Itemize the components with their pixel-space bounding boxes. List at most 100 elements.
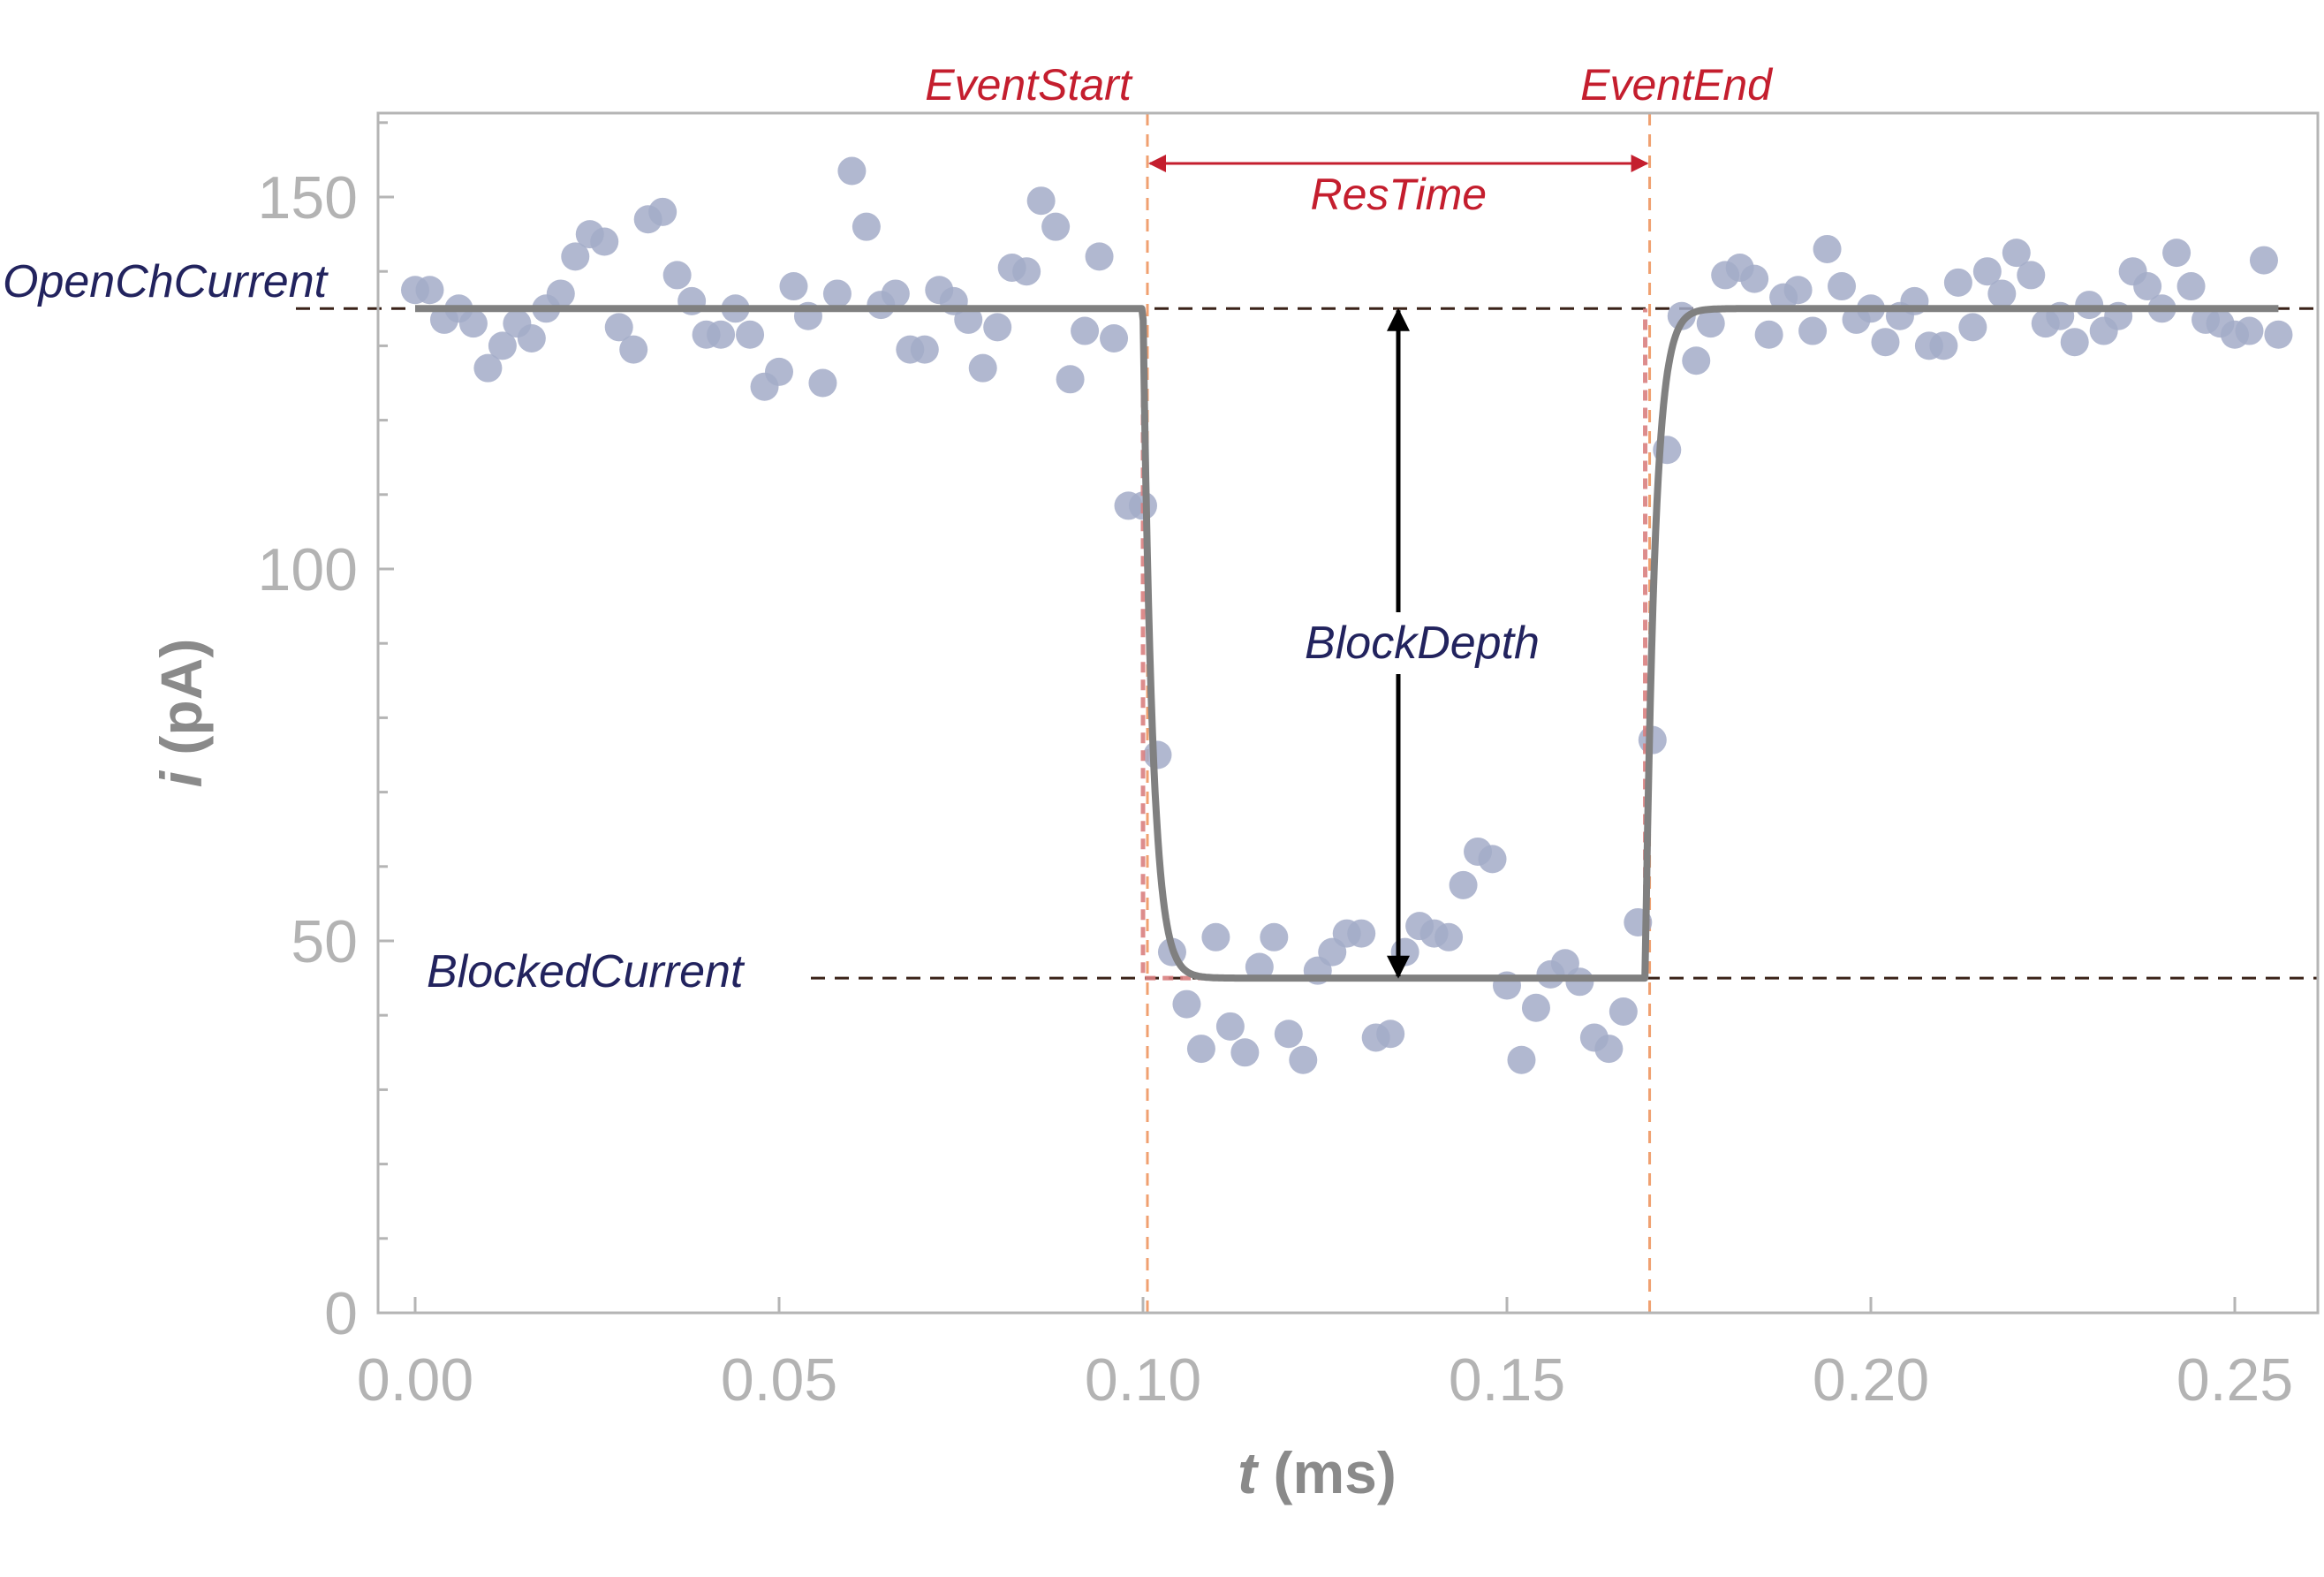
event-end-label: EventEnd xyxy=(1580,60,1774,110)
data-point xyxy=(488,331,517,360)
data-point xyxy=(968,353,997,383)
data-point xyxy=(2002,239,2031,268)
data-point xyxy=(808,368,837,398)
data-point xyxy=(546,279,575,308)
data-point xyxy=(1740,264,1769,293)
data-point xyxy=(2075,291,2104,320)
data-point xyxy=(1609,997,1638,1026)
data-point xyxy=(822,279,852,308)
data-point xyxy=(648,197,678,226)
data-point xyxy=(1943,268,1972,297)
x-tick-label: 0.00 xyxy=(357,1346,473,1414)
data-point xyxy=(1667,301,1696,330)
data-point xyxy=(1958,313,1987,342)
data-point xyxy=(1696,309,1725,338)
data-point xyxy=(852,212,881,241)
data-point xyxy=(881,279,910,308)
x-tick-label: 0.15 xyxy=(1449,1346,1565,1414)
annotations: EventStart EventEnd ResTime OpenChCurrent Bl… xyxy=(3,60,1774,997)
data-point xyxy=(707,320,736,349)
fit-curve xyxy=(413,305,2281,982)
data-point xyxy=(473,353,503,383)
res-time-label: ResTime xyxy=(1310,170,1487,219)
data-point xyxy=(1507,1045,1536,1074)
data-point xyxy=(1828,272,1857,301)
data-point xyxy=(662,261,692,290)
data-point xyxy=(1449,870,1478,899)
data-point xyxy=(1186,1035,1215,1064)
x-tick-label: 0.05 xyxy=(721,1346,837,1414)
data-points xyxy=(401,156,2293,1074)
data-point xyxy=(1071,316,1100,345)
data-point xyxy=(2162,239,2192,268)
plot-area xyxy=(378,113,2318,1313)
data-point xyxy=(1041,212,1071,241)
data-point xyxy=(517,323,546,353)
data-point xyxy=(590,227,619,256)
data-point xyxy=(1987,279,2017,308)
data-point xyxy=(779,272,808,301)
data-point xyxy=(2176,272,2206,301)
data-point xyxy=(1056,365,1085,394)
block-depth-label: BlockDepth xyxy=(1305,618,1540,669)
y-tick-label: 50 xyxy=(291,908,358,975)
data-point xyxy=(1289,1045,1318,1074)
open-ch-current-label: OpenChCurrent xyxy=(3,256,329,307)
data-point xyxy=(1478,845,1507,874)
event-start-label: EventStart xyxy=(925,60,1133,110)
data-point xyxy=(1274,1020,1303,1049)
x-axis-unit: (ms) xyxy=(1257,1440,1397,1505)
data-point xyxy=(1172,989,1201,1019)
data-point xyxy=(765,357,793,386)
data-point xyxy=(1813,234,1842,263)
x-axis-variable: t xyxy=(1238,1440,1260,1505)
data-point xyxy=(1783,276,1813,305)
data-point xyxy=(2133,272,2162,301)
data-point xyxy=(2235,316,2264,345)
data-point xyxy=(1026,186,1056,216)
data-point xyxy=(1012,257,1041,286)
data-point xyxy=(2249,246,2278,275)
x-tick-label: 0.20 xyxy=(1813,1346,1929,1414)
tick-labels: 0.00 0.05 0.10 0.15 0.20 0.25 0 50 100 150 xyxy=(258,164,2294,1414)
data-point xyxy=(2060,328,2089,357)
data-point xyxy=(1230,1038,1260,1067)
data-point xyxy=(1085,242,1114,271)
data-point xyxy=(415,276,444,305)
data-point xyxy=(1347,919,1376,948)
x-tick-label: 0.10 xyxy=(1085,1346,1201,1414)
data-point xyxy=(561,242,590,271)
y-tick-label: 0 xyxy=(324,1280,358,1347)
y-axis-title: i (pA) xyxy=(148,639,214,788)
data-point xyxy=(1376,1020,1405,1049)
x-tick-label: 0.25 xyxy=(2176,1346,2293,1414)
data-point xyxy=(1594,1035,1624,1064)
data-point xyxy=(1798,316,1828,345)
data-point xyxy=(1521,993,1550,1022)
data-point xyxy=(837,156,867,186)
data-point xyxy=(1929,331,1958,360)
data-point xyxy=(1201,922,1230,952)
data-point xyxy=(1143,740,1172,770)
block-depth-label-bg xyxy=(1272,612,1537,674)
data-point xyxy=(1682,346,1711,375)
data-point xyxy=(910,335,939,364)
data-point xyxy=(1260,922,1289,952)
plot-frame xyxy=(376,111,2320,1315)
data-point xyxy=(2264,320,2293,349)
y-axis-unit: (pA) xyxy=(148,639,214,771)
data-point xyxy=(604,313,633,342)
data-point xyxy=(1100,323,1129,353)
data-point xyxy=(983,313,1012,342)
data-point xyxy=(1754,320,1783,349)
y-tick-label: 150 xyxy=(258,164,358,231)
data-point xyxy=(1390,937,1419,967)
data-point xyxy=(2017,261,2046,290)
x-axis-title: t (ms) xyxy=(1238,1440,1397,1505)
data-point xyxy=(954,305,983,334)
data-point xyxy=(1245,952,1274,982)
blocked-current-label: BlockedCurrent xyxy=(427,946,746,997)
data-point xyxy=(1871,328,1900,357)
y-axis-variable: i xyxy=(148,770,214,787)
